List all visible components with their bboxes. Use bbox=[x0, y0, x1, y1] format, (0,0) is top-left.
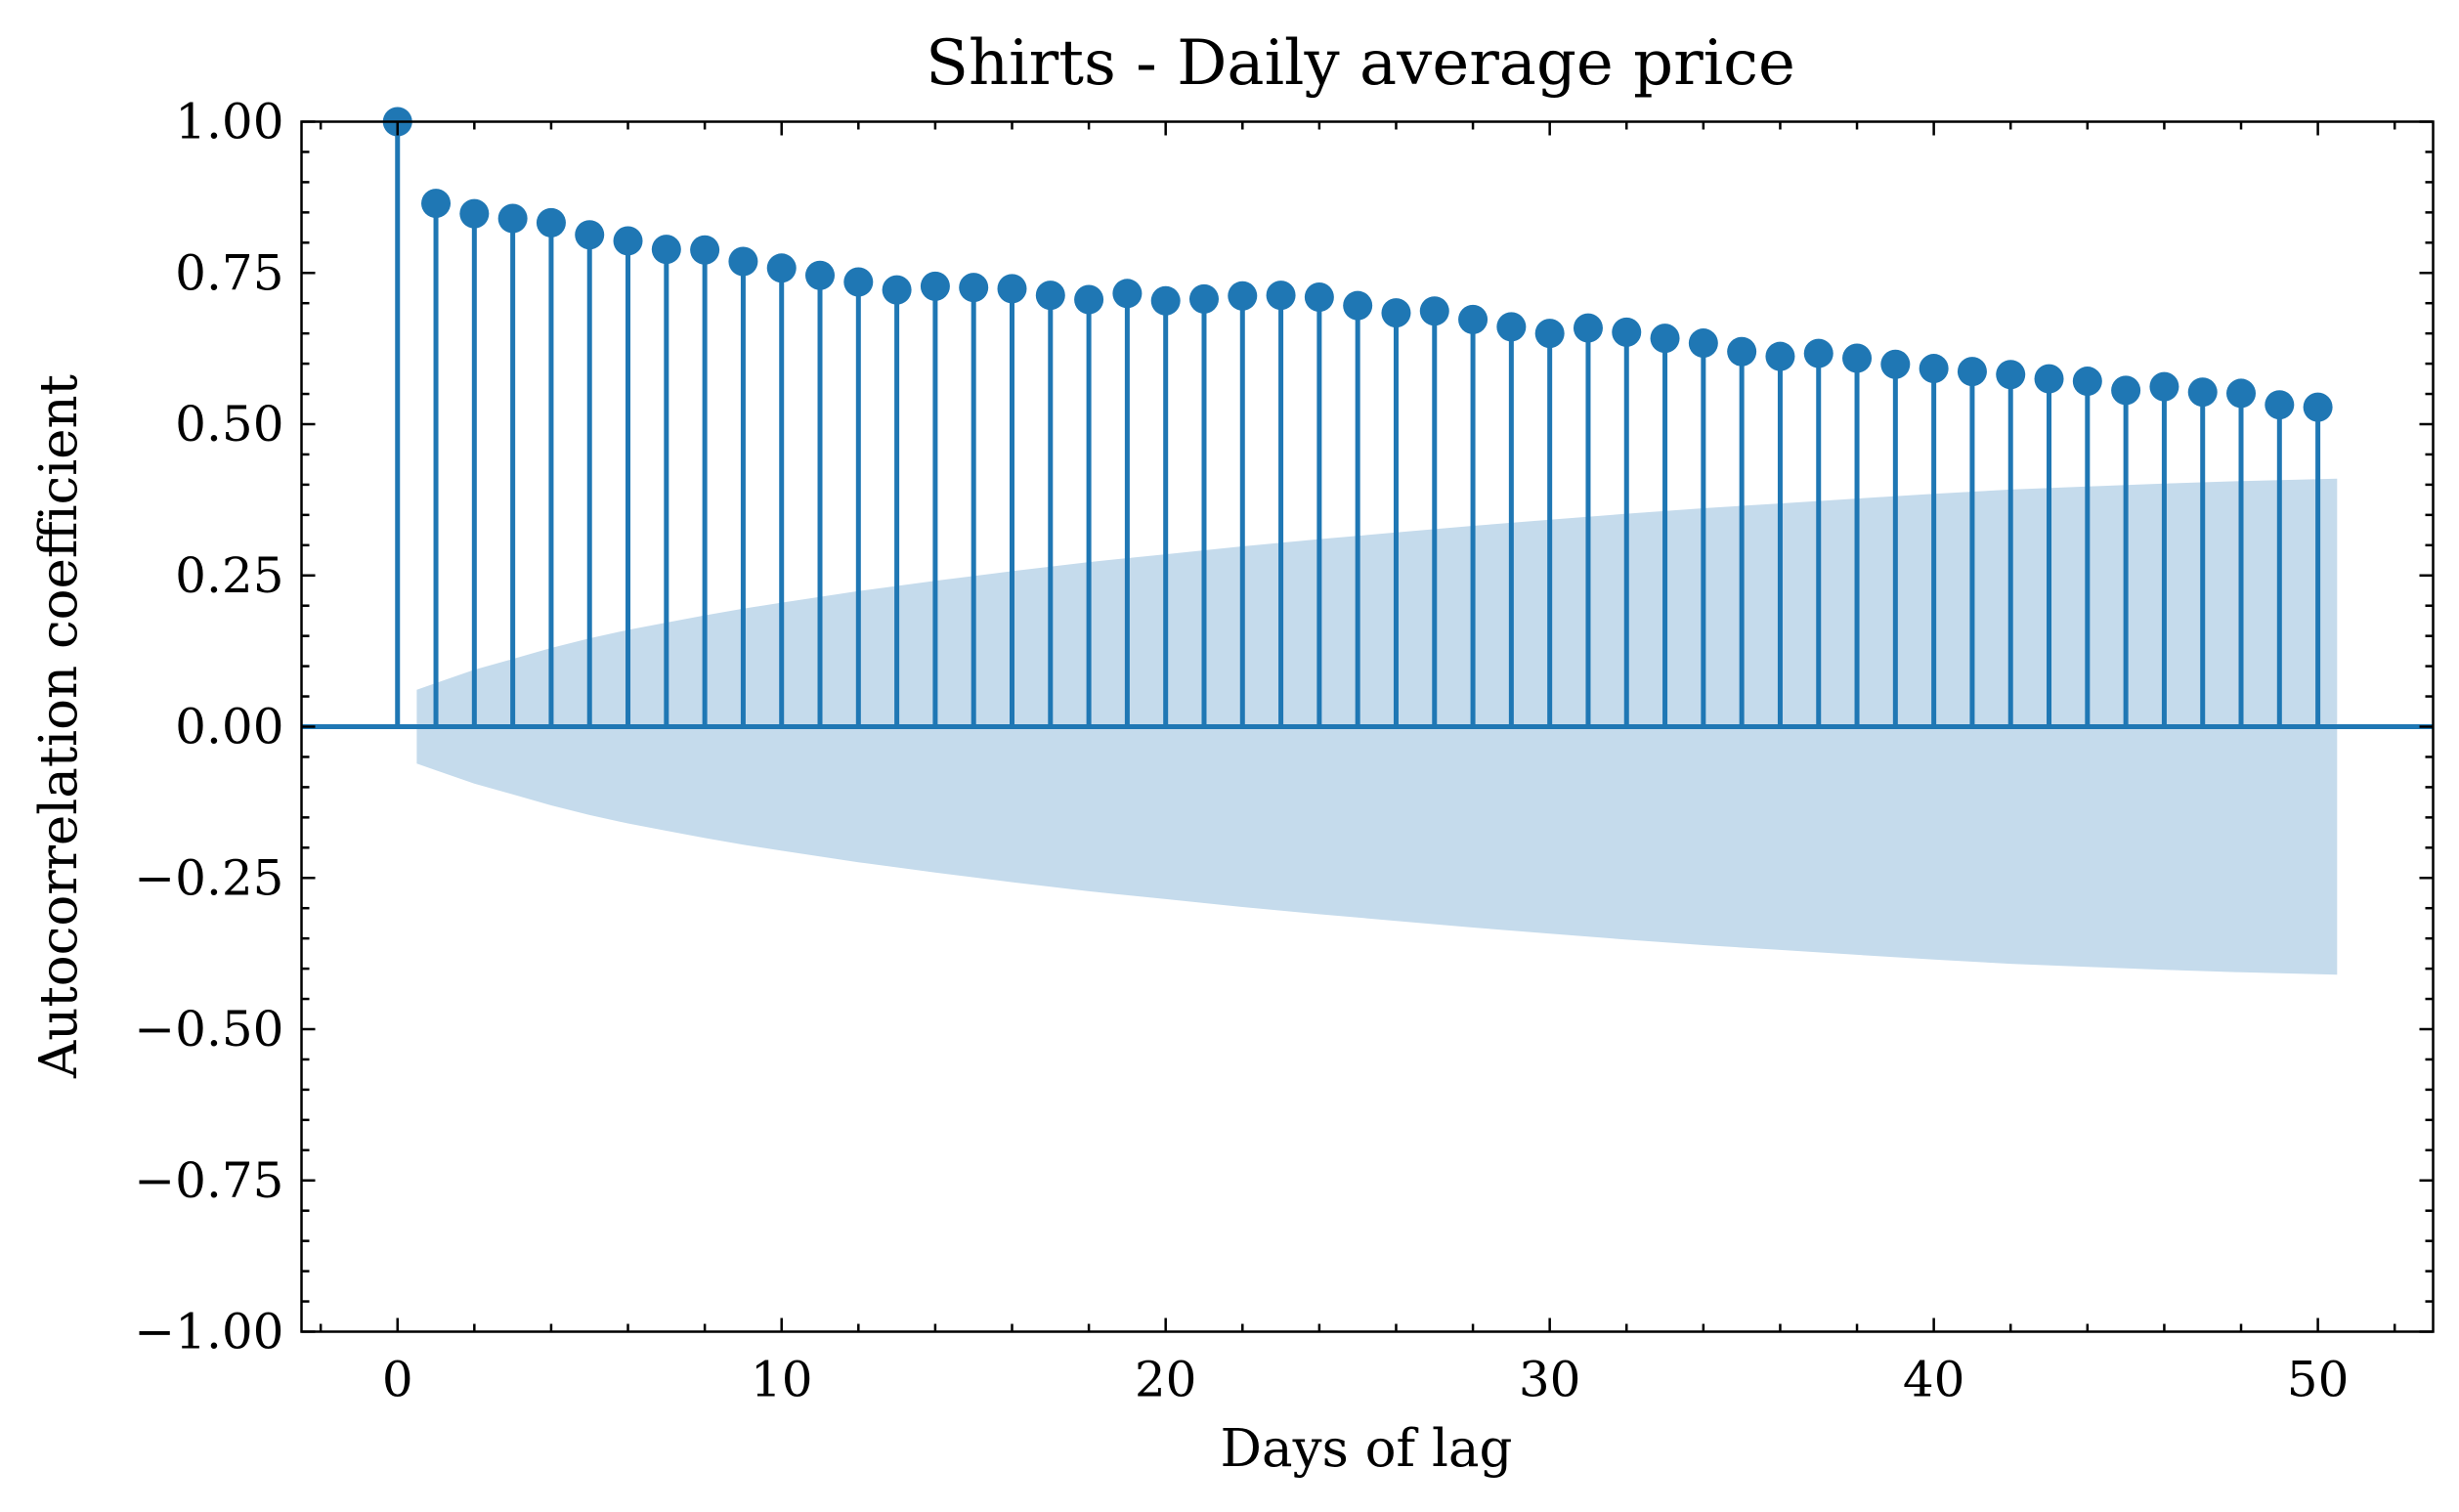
y-axis: 1.00 0.75 0.50 0.25 0.00 −0.25 −0.50 −0.75 −1.00 bbox=[134, 94, 2434, 1361]
acf-point bbox=[1573, 313, 1603, 343]
acf-point bbox=[2265, 390, 2295, 420]
y-tick-label: 0.00 bbox=[175, 699, 283, 756]
y-tick-label: 0.75 bbox=[175, 244, 283, 301]
acf-point bbox=[1419, 296, 1449, 326]
x-axis-label: Days of lag bbox=[1221, 1419, 1513, 1479]
acf-point bbox=[1381, 298, 1411, 328]
acf-point bbox=[1304, 282, 1334, 313]
chart-title: Shirts - Daily average price bbox=[926, 27, 1795, 100]
acf-point bbox=[2226, 378, 2257, 409]
acf-point bbox=[1343, 290, 1373, 321]
acf-point bbox=[536, 207, 566, 238]
acf-point bbox=[1650, 324, 1680, 354]
acf-point bbox=[2303, 392, 2333, 422]
acf-point bbox=[1996, 360, 2026, 390]
x-tick-label: 50 bbox=[2287, 1352, 2350, 1408]
acf-point bbox=[2149, 371, 2179, 402]
acf-point bbox=[2072, 367, 2102, 397]
acf-point bbox=[1957, 357, 1987, 387]
acf-point bbox=[2034, 364, 2064, 394]
acf-point bbox=[1035, 281, 1065, 311]
acf-point bbox=[1880, 349, 1911, 379]
acf-point bbox=[728, 246, 758, 277]
acf-point bbox=[882, 275, 912, 305]
y-tick-label: 0.25 bbox=[175, 547, 283, 604]
acf-point bbox=[1842, 343, 1873, 373]
acf-point bbox=[613, 226, 643, 256]
acf-point bbox=[1496, 312, 1527, 342]
y-axis-label: Autocorrelation coefficient bbox=[29, 374, 89, 1079]
acf-point bbox=[1612, 317, 1642, 347]
acf-point bbox=[1534, 319, 1565, 349]
y-tick-label: 1.00 bbox=[175, 94, 283, 151]
acf-point bbox=[805, 260, 836, 290]
acf-point bbox=[2187, 377, 2218, 408]
acf-point bbox=[1074, 284, 1104, 315]
acf-point bbox=[2111, 375, 2141, 406]
acf-point bbox=[497, 203, 528, 234]
acf-point bbox=[920, 271, 950, 301]
acf-point bbox=[575, 220, 605, 250]
y-tick-label: −0.25 bbox=[134, 849, 283, 906]
stem-layer bbox=[301, 107, 2434, 729]
y-tick-label: −0.50 bbox=[134, 1001, 283, 1058]
acf-point bbox=[959, 273, 989, 303]
acf-point bbox=[997, 274, 1027, 304]
y-tick-label: −1.00 bbox=[134, 1304, 283, 1361]
acf-point bbox=[1765, 341, 1795, 371]
acf-point bbox=[1150, 285, 1181, 316]
acf-point bbox=[843, 267, 874, 297]
x-tick-label: 20 bbox=[1135, 1352, 1197, 1408]
acf-point bbox=[690, 235, 720, 265]
x-tick-label: 30 bbox=[1519, 1352, 1581, 1408]
y-tick-label: −0.75 bbox=[134, 1152, 283, 1209]
acf-point bbox=[1228, 281, 1258, 311]
acf-point bbox=[1688, 328, 1718, 359]
x-tick-label: 0 bbox=[382, 1352, 413, 1408]
x-tick-label: 40 bbox=[1903, 1352, 1965, 1408]
acf-point bbox=[766, 253, 797, 283]
acf-point bbox=[459, 198, 490, 229]
x-axis: 0 10 20 30 40 50 bbox=[319, 121, 2396, 1408]
acf-point bbox=[651, 235, 681, 265]
acf-point bbox=[421, 189, 452, 219]
x-tick-label: 10 bbox=[751, 1352, 813, 1408]
acf-point bbox=[1188, 283, 1219, 314]
y-tick-label: 0.50 bbox=[175, 396, 283, 453]
acf-point bbox=[1266, 281, 1296, 311]
acf-point bbox=[1727, 336, 1757, 367]
acf-point bbox=[1803, 338, 1833, 368]
acf-point bbox=[1919, 354, 1949, 384]
acf-point bbox=[1112, 279, 1143, 309]
acf-point bbox=[1458, 304, 1488, 334]
